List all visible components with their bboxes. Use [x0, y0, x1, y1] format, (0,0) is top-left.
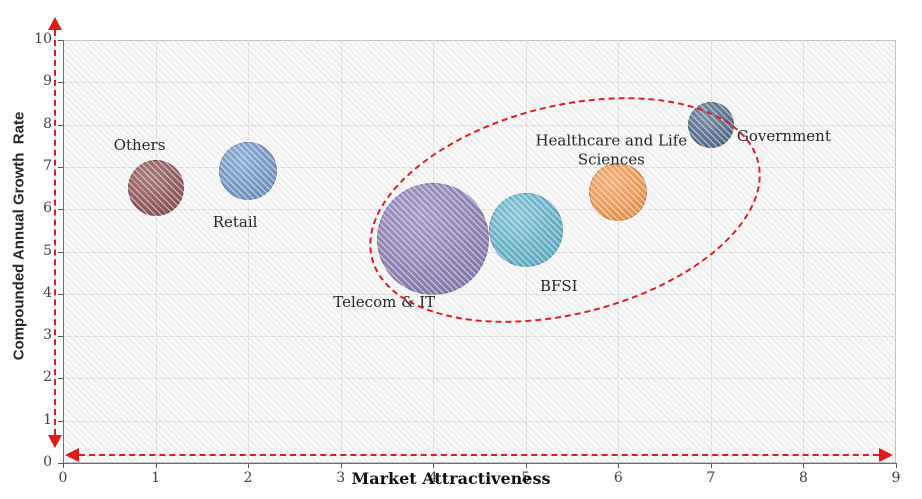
y-axis-arrow-head-top: [48, 17, 62, 30]
y-tick-mark: [58, 40, 63, 41]
x-tick-mark: [248, 463, 250, 468]
y-tick-label: 8: [43, 115, 52, 132]
x-axis-arrow-line: [79, 454, 879, 456]
x-tick-mark: [155, 463, 157, 468]
bubble-retail: [219, 142, 278, 201]
label-government: Government: [736, 126, 831, 145]
bubble-others: [127, 160, 184, 217]
y-tick-label: 1: [43, 411, 52, 428]
y-tick-mark: [58, 420, 63, 422]
y-axis-line: [63, 40, 64, 464]
x-tick-mark: [896, 463, 897, 468]
horizontal-gridline: [63, 82, 896, 84]
horizontal-gridline: [63, 420, 896, 422]
x-tick-label: 1: [151, 470, 161, 486]
x-tick-mark: [433, 463, 435, 468]
x-axis-arrow-head-left: [65, 448, 79, 462]
y-tick-label: 0: [43, 454, 52, 470]
x-tick-mark: [525, 463, 527, 468]
x-tick-mark: [63, 463, 64, 468]
x-axis-line: [63, 463, 897, 464]
y-tick-label: 2: [43, 369, 52, 386]
x-tick-mark: [710, 463, 712, 468]
y-tick-mark: [58, 82, 63, 84]
y-tick-mark: [58, 293, 63, 295]
label-others: Others: [113, 135, 166, 154]
y-axis-arrow-line: [54, 30, 56, 435]
x-tick-mark: [803, 463, 805, 468]
horizontal-gridline: [63, 124, 896, 126]
y-tick-mark: [58, 378, 63, 380]
x-axis-arrow-head-right: [879, 448, 893, 462]
y-axis-arrow-head-bottom: [48, 435, 62, 448]
y-tick-mark: [58, 336, 63, 338]
x-tick-mark: [340, 463, 342, 468]
x-axis-title: Market Attractiveness: [351, 469, 551, 488]
y-tick-mark: [58, 463, 63, 464]
y-tick-label: 7: [43, 157, 52, 174]
x-tick-label: 0: [58, 470, 68, 486]
y-tick-mark: [58, 209, 63, 211]
x-tick-label: 9: [891, 470, 901, 486]
x-tick-label: 4: [428, 470, 438, 486]
y-tick-mark: [58, 166, 63, 168]
y-tick-label: 9: [43, 73, 52, 90]
horizontal-gridline: [63, 378, 896, 380]
label-retail: Retail: [212, 212, 258, 231]
x-tick-mark: [618, 463, 620, 468]
x-tick-label: 2: [243, 470, 253, 486]
horizontal-gridline: [63, 336, 896, 338]
y-tick-label: 6: [43, 200, 52, 217]
y-axis-title: Compounded Annual Growth Rate: [10, 111, 28, 361]
x-tick-label: 3: [336, 470, 346, 486]
y-tick-label: 3: [43, 327, 52, 344]
y-tick-mark: [58, 124, 63, 126]
y-tick-label: 4: [43, 284, 52, 301]
y-tick-mark: [58, 251, 63, 253]
y-tick-label: 10: [34, 31, 52, 47]
x-tick-label: 5: [521, 470, 531, 486]
x-tick-label: 6: [613, 470, 623, 486]
y-tick-label: 5: [43, 242, 52, 259]
x-tick-label: 8: [798, 470, 808, 486]
x-tick-label: 7: [706, 470, 716, 486]
